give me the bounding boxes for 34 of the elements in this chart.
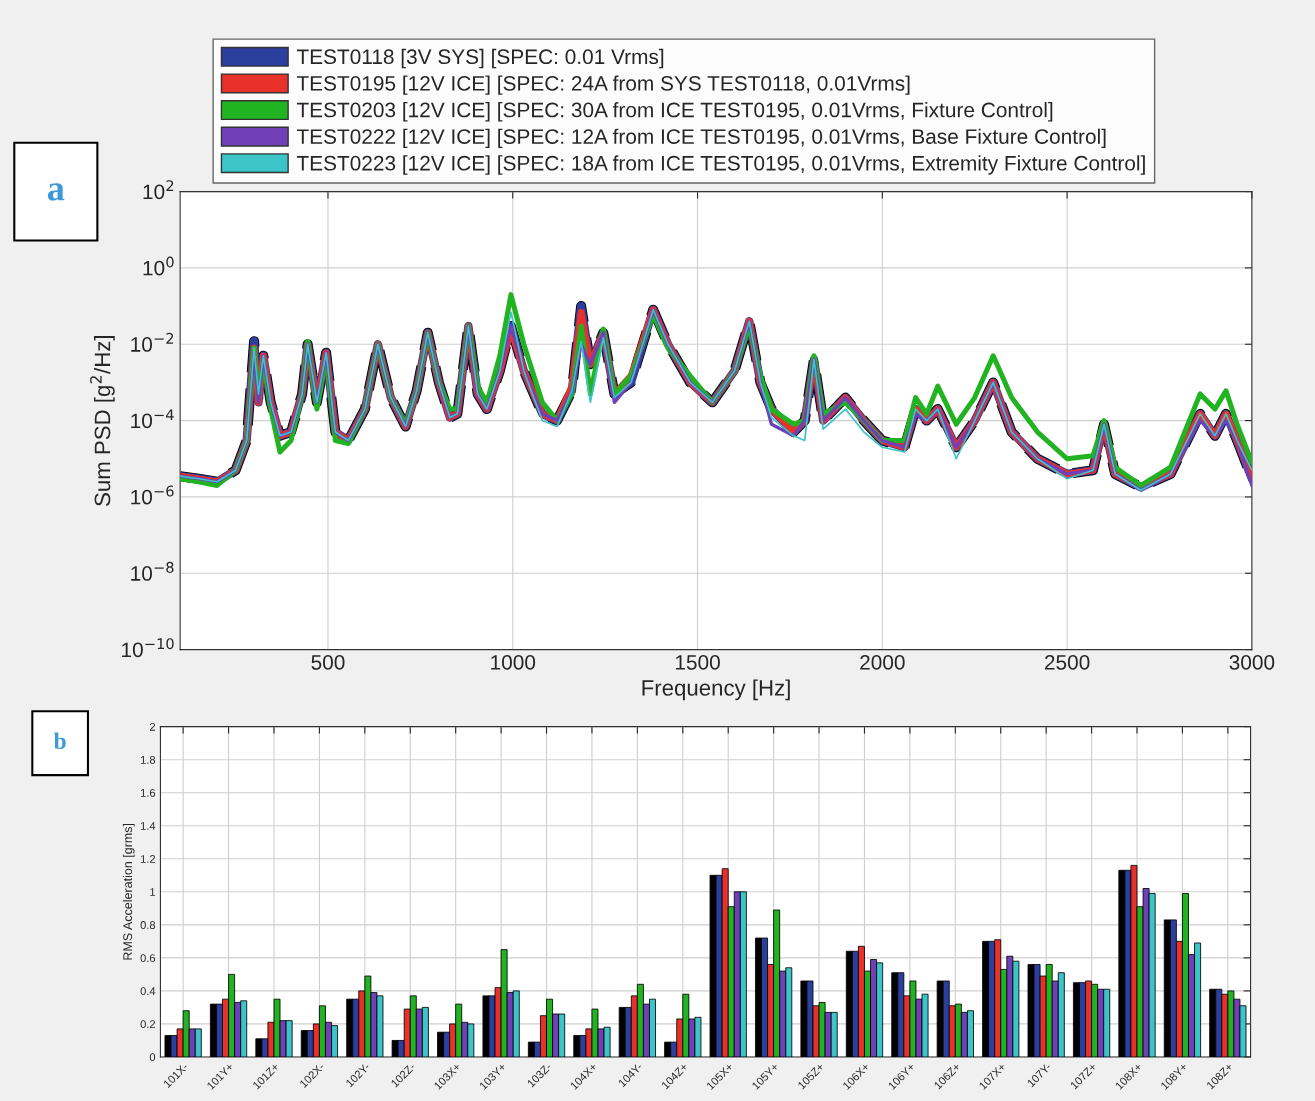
y-tick-label: 0 bbox=[149, 1053, 156, 1062]
legend-label: TEST0195 [12V ICE] [SPEC: 24A from SYS TEST0118, 0.01Vrms] bbox=[296, 75, 910, 95]
legend-label: TEST0223 [12V ICE] [SPEC: 18A from ICE TEST0195, 0.01Vrms, Extremity Fixture Control] bbox=[296, 155, 1145, 175]
chart-title: a bbox=[47, 183, 65, 201]
legend-label: TEST0118 [3V SYS] [SPEC: 0.01 Vrms] bbox=[296, 48, 664, 69]
x-tick-label: 500 bbox=[311, 655, 345, 670]
y-tick-label: 10$^{0}$ bbox=[143, 256, 174, 276]
x-tick-label: 1500 bbox=[675, 655, 720, 670]
y-tick-label: 1 bbox=[150, 888, 156, 896]
y-tick-label: 10$^{2}$ bbox=[143, 180, 174, 200]
y-axis-title: RMS Acceleration [grms] bbox=[122, 823, 135, 960]
y-tick-label: 1.4 bbox=[140, 822, 156, 830]
y-tick-label: 10$^{−10}$ bbox=[122, 638, 174, 658]
x-tick-label: 1000 bbox=[491, 655, 536, 670]
y-tick-label: 0.2 bbox=[140, 1020, 156, 1029]
y-tick-label: 1.6 bbox=[140, 788, 156, 797]
legend-label: TEST0222 [12V ICE] [SPEC: 12A from ICE TEST0195, 0.01Vrms, Base Fixture Control] bbox=[296, 128, 1106, 149]
y-tick-label: 10$^{−4}$ bbox=[131, 409, 174, 429]
y-tick-label: 10$^{−8}$ bbox=[131, 561, 174, 581]
y-axis-title: Sum PSD [g$^{2}$/Hz] bbox=[90, 336, 115, 506]
y-tick-label: 10$^{−2}$ bbox=[131, 332, 174, 352]
x-tick-label: 2500 bbox=[1044, 655, 1090, 670]
x-axis-title: Frequency [Hz] bbox=[642, 679, 790, 701]
y-tick-label: 2 bbox=[149, 722, 156, 731]
y-tick-label: 0.6 bbox=[140, 954, 156, 963]
y-tick-label: 0.4 bbox=[140, 987, 156, 996]
y-tick-label: 10$^{−6}$ bbox=[131, 485, 174, 505]
x-tick-label: 2000 bbox=[860, 655, 905, 670]
y-tick-label: 1.8 bbox=[140, 755, 156, 764]
legend-label: TEST0203 [12V ICE] [SPEC: 30A from ICE TEST0195, 0.01Vrms, Fixture Control] bbox=[296, 102, 1053, 122]
y-tick-label: 1.2 bbox=[140, 855, 156, 863]
chart-title: b bbox=[53, 732, 66, 750]
y-tick-label: 0.8 bbox=[140, 921, 156, 929]
x-tick-label: 3000 bbox=[1229, 655, 1275, 670]
